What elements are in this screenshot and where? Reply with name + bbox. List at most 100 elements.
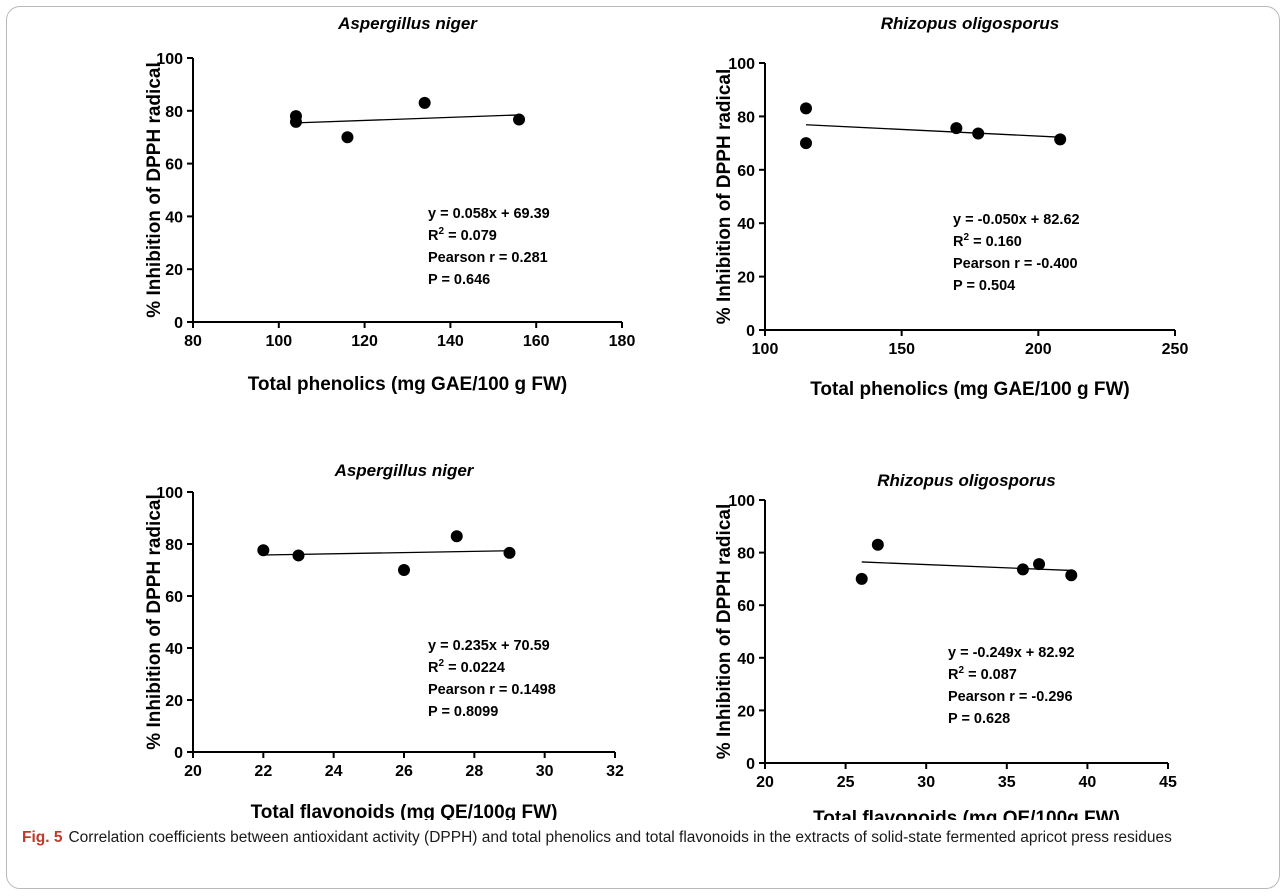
regression-annotation-line: R2 = 0.079 bbox=[428, 226, 497, 244]
regression-annotation-line: P = 0.628 bbox=[948, 711, 1010, 727]
x-tick-label: 200 bbox=[1025, 341, 1052, 358]
x-tick-label: 45 bbox=[1159, 774, 1177, 791]
regression-line bbox=[805, 124, 1061, 138]
regression-annotation-line: Pearson r = -0.296 bbox=[948, 689, 1073, 705]
y-tick-label: 80 bbox=[165, 104, 183, 121]
data-point bbox=[513, 113, 526, 126]
y-tick-label: 60 bbox=[737, 163, 755, 180]
data-point bbox=[1033, 558, 1046, 571]
regression-annotation-line: P = 0.504 bbox=[953, 278, 1015, 294]
x-tick-label: 80 bbox=[184, 333, 202, 350]
x-tick-label: 30 bbox=[917, 774, 935, 791]
data-point bbox=[289, 115, 302, 128]
y-tick-label: 0 bbox=[174, 315, 183, 332]
y-axis-title: % Inhibition of DPPH radical bbox=[144, 494, 165, 749]
x-axis-title: Total phenolics (mg GAE/100 g FW) bbox=[248, 374, 568, 395]
x-tick-label: 30 bbox=[536, 763, 554, 780]
y-tick-label: 20 bbox=[165, 693, 183, 710]
data-point bbox=[1065, 569, 1078, 582]
y-axis-title: % Inhibition of DPPH radical bbox=[144, 62, 165, 317]
figure-caption: Fig. 5 Correlation coefficients between a… bbox=[22, 828, 1272, 848]
y-tick-label: 20 bbox=[165, 262, 183, 279]
y-tick-label: 100 bbox=[728, 493, 755, 510]
x-axis-title: Total flavonoids (mg QE/100g FW) bbox=[813, 808, 1120, 820]
regression-annotation-line: P = 0.8099 bbox=[428, 704, 498, 720]
chart-title: Rhizopus oligosporus bbox=[881, 14, 1060, 33]
x-tick-label: 140 bbox=[437, 333, 464, 350]
x-tick-label: 100 bbox=[265, 333, 292, 350]
y-tick-label: 40 bbox=[165, 641, 183, 658]
x-tick-label: 20 bbox=[756, 774, 774, 791]
x-tick-label: 160 bbox=[523, 333, 550, 350]
x-tick-label: 120 bbox=[351, 333, 378, 350]
regression-line bbox=[295, 114, 520, 124]
regression-annotation-line: R2 = 0.087 bbox=[948, 665, 1017, 683]
y-tick-label: 100 bbox=[728, 56, 755, 73]
chart-title: Aspergillus niger bbox=[334, 461, 475, 480]
y-tick-label: 0 bbox=[746, 323, 755, 340]
figure-label: Fig. 5 bbox=[22, 829, 63, 846]
regression-annotation-line: y = -0.249x + 82.92 bbox=[948, 645, 1075, 661]
data-point bbox=[950, 122, 963, 135]
regression-annotation-line: Pearson r = -0.400 bbox=[953, 256, 1078, 272]
data-point bbox=[1054, 133, 1067, 146]
regression-annotation-line: y = 0.235x + 70.59 bbox=[428, 638, 550, 654]
y-tick-label: 100 bbox=[156, 51, 183, 68]
x-tick-label: 32 bbox=[606, 763, 624, 780]
x-tick-label: 20 bbox=[184, 763, 202, 780]
data-point bbox=[292, 549, 305, 562]
data-point bbox=[257, 544, 270, 557]
y-tick-label: 80 bbox=[737, 109, 755, 126]
data-point bbox=[972, 127, 985, 140]
y-tick-label: 0 bbox=[746, 756, 755, 773]
data-point bbox=[398, 564, 410, 576]
regression-annotation-line: y = 0.058x + 69.39 bbox=[428, 206, 550, 222]
regression-annotation-line: Pearson r = 0.281 bbox=[428, 250, 548, 266]
data-point bbox=[871, 538, 884, 551]
y-tick-label: 60 bbox=[165, 589, 183, 606]
chart-panel-2: 0 20 40 60 80 100 100 150 200 250 Rhizopus oligosp… bbox=[714, 14, 1188, 400]
regression-annotation-line: R2 = 0.160 bbox=[953, 232, 1022, 250]
y-tick-label: 20 bbox=[737, 703, 755, 720]
x-axis-title: Total flavonoids (mg QE/100g FW) bbox=[251, 802, 558, 820]
data-point bbox=[800, 137, 812, 150]
figure-frame bbox=[6, 6, 1280, 889]
data-point bbox=[1016, 563, 1029, 576]
x-tick-label: 35 bbox=[998, 774, 1016, 791]
data-point bbox=[503, 546, 516, 559]
y-axis-title: % Inhibition of DPPH radical bbox=[714, 69, 735, 324]
chart-title: Aspergillus niger bbox=[337, 14, 478, 33]
x-tick-label: 100 bbox=[752, 341, 779, 358]
y-tick-label: 40 bbox=[165, 209, 183, 226]
y-axis-title: % Inhibition of DPPH radical bbox=[714, 504, 735, 759]
y-tick-label: 60 bbox=[165, 157, 183, 174]
data-point bbox=[800, 102, 812, 115]
x-tick-label: 22 bbox=[254, 763, 272, 780]
x-tick-label: 180 bbox=[609, 333, 636, 350]
x-tick-label: 24 bbox=[325, 763, 343, 780]
y-tick-label: 20 bbox=[737, 270, 755, 287]
y-tick-label: 80 bbox=[737, 546, 755, 563]
y-tick-label: 80 bbox=[165, 537, 183, 554]
chart-title: Rhizopus oligosporus bbox=[877, 471, 1056, 490]
regression-annotation-line: Pearson r = 0.1498 bbox=[428, 682, 556, 698]
data-point bbox=[450, 530, 463, 543]
regression-annotation-line: y = -0.050x + 82.62 bbox=[953, 212, 1080, 228]
figure-caption-text: Correlation coefficients between antioxi… bbox=[68, 829, 1172, 846]
x-tick-label: 28 bbox=[465, 763, 483, 780]
y-tick-label: 60 bbox=[737, 598, 755, 615]
x-axis-title: Total phenolics (mg GAE/100 g FW) bbox=[810, 379, 1130, 400]
chart-panel-1: 0 20 40 60 80 100 80 100 120 140 160 180 Aspergillus… bbox=[144, 14, 635, 395]
regression-annotation-line: P = 0.646 bbox=[428, 272, 490, 288]
x-tick-label: 25 bbox=[837, 774, 855, 791]
data-point bbox=[418, 96, 431, 109]
regression-annotation-line: R2 = 0.0224 bbox=[428, 658, 505, 676]
y-tick-label: 40 bbox=[737, 651, 755, 668]
x-tick-label: 26 bbox=[395, 763, 413, 780]
x-tick-label: 150 bbox=[888, 341, 915, 358]
x-tick-label: 40 bbox=[1079, 774, 1097, 791]
data-point bbox=[341, 131, 354, 144]
